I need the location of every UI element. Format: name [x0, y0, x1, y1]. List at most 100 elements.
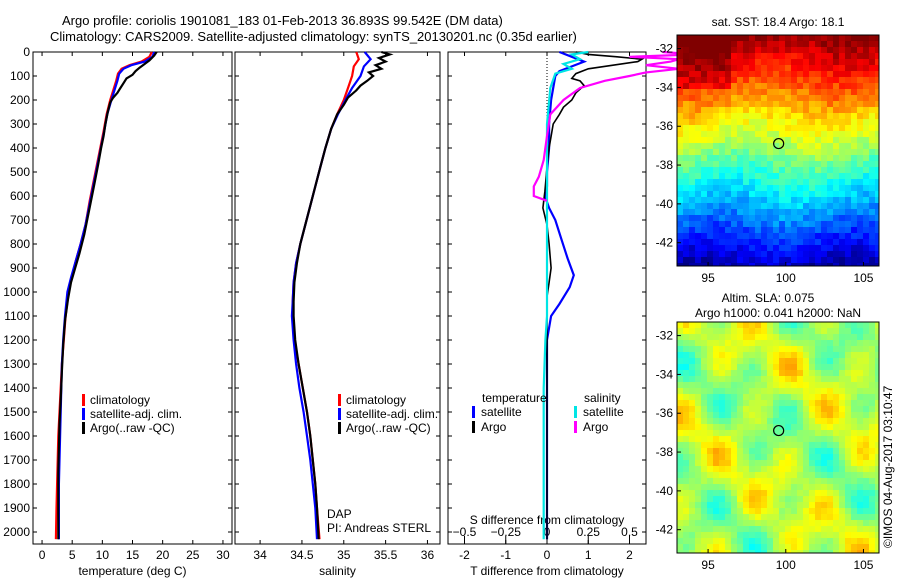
map-cell [797, 340, 804, 347]
map-cell [797, 454, 804, 461]
map-cell [791, 424, 798, 431]
map-cell [695, 472, 702, 479]
map-cell [875, 185, 882, 192]
map-cell [785, 472, 792, 479]
map-cell [677, 107, 684, 114]
map-cell [689, 328, 696, 335]
map-cell [731, 328, 738, 335]
legend-label: Argo [481, 420, 507, 434]
map-cell [725, 430, 732, 437]
map-cell [827, 442, 834, 449]
map-cell [683, 466, 690, 473]
map-cell [857, 185, 864, 192]
map-cell [737, 209, 744, 216]
map-cell [731, 167, 738, 174]
map-cell [857, 215, 864, 222]
map-cell [761, 137, 768, 144]
map-cell [725, 412, 732, 419]
map-cell [851, 65, 858, 72]
map-cell [701, 490, 708, 497]
map-cell [743, 496, 750, 503]
map-cell [845, 478, 852, 485]
map-cell [815, 346, 822, 353]
map-cell [785, 47, 792, 54]
map-cell [677, 47, 684, 54]
map-cell [875, 233, 882, 240]
map-cell [683, 125, 690, 132]
map-cell [839, 59, 846, 66]
map-cell [869, 424, 876, 431]
map-cell [677, 185, 684, 192]
x-axis-label: salinity [319, 564, 356, 578]
map-cell [833, 131, 840, 138]
map-cell [845, 59, 852, 66]
map-cell [689, 41, 696, 48]
map-cell [689, 197, 696, 204]
map-cell [779, 352, 786, 359]
map-cell [833, 83, 840, 90]
map-cell [749, 478, 756, 485]
map-cell [863, 197, 870, 204]
map-cell [815, 508, 822, 515]
map-cell [845, 340, 852, 347]
map-cell [791, 526, 798, 533]
map-cell [743, 490, 750, 497]
map-cell [677, 334, 684, 341]
map-cell [803, 173, 810, 180]
map-cell [707, 155, 714, 162]
map-cell [713, 155, 720, 162]
map-cell [857, 358, 864, 365]
map-cell [869, 460, 876, 467]
map-cell [809, 490, 816, 497]
map-cell [845, 77, 852, 84]
map-cell [677, 221, 684, 228]
map-cell [689, 334, 696, 341]
map-cell [683, 382, 690, 389]
map-cell [725, 454, 732, 461]
map-cell [719, 334, 726, 341]
map-cell [827, 424, 834, 431]
map-cell [767, 221, 774, 228]
map-cell [779, 346, 786, 353]
map-cell [731, 125, 738, 132]
map-cell [803, 424, 810, 431]
map-cell [677, 149, 684, 156]
map-cell [695, 532, 702, 539]
map-cell [767, 245, 774, 252]
map-cell [773, 101, 780, 108]
map-cell [701, 83, 708, 90]
map-cell [875, 532, 882, 539]
map-cell [821, 382, 828, 389]
map-cell [833, 239, 840, 246]
map-cell [749, 328, 756, 335]
map-cell [707, 502, 714, 509]
map-cell [845, 364, 852, 371]
map-cell [797, 125, 804, 132]
map-cell [845, 502, 852, 509]
map-cell [827, 412, 834, 419]
map-cell [689, 95, 696, 102]
map-cell [689, 490, 696, 497]
map-cell [761, 448, 768, 455]
map-cell [833, 209, 840, 216]
map-cell [785, 107, 792, 114]
title-line-1: Argo profile: coriolis 1901081_183 01-Fe… [62, 13, 503, 28]
map-cell [731, 424, 738, 431]
map-cell [737, 322, 744, 329]
map-cell [803, 245, 810, 252]
map-cell [875, 352, 882, 359]
map-cell [761, 143, 768, 150]
map-cell [863, 71, 870, 78]
map-cell [689, 502, 696, 509]
map-cell [803, 490, 810, 497]
map-cell [851, 454, 858, 461]
map-cell [749, 203, 756, 210]
map-cell [869, 209, 876, 216]
map-cell [707, 53, 714, 60]
map-cell [689, 89, 696, 96]
map-cell [755, 502, 762, 509]
map-cell [797, 382, 804, 389]
map-cell [731, 71, 738, 78]
map-cell [863, 113, 870, 120]
map-cell [827, 125, 834, 132]
